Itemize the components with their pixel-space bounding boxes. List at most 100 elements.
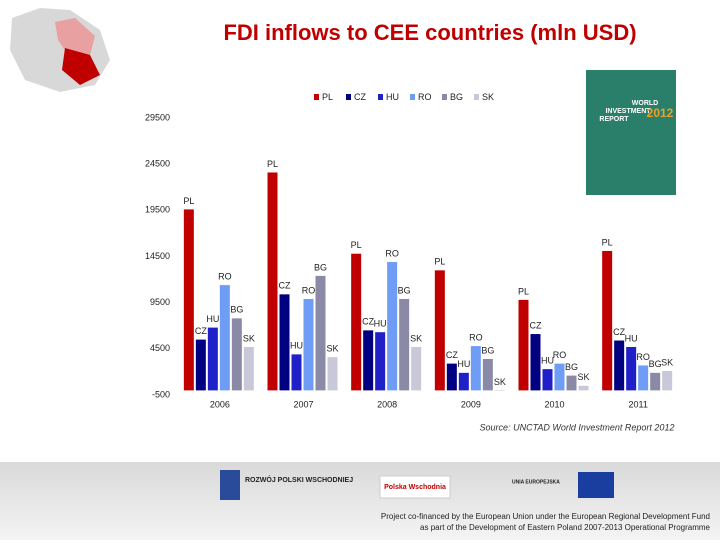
bar-label: SK bbox=[494, 377, 506, 387]
bar-label: HU bbox=[625, 333, 638, 343]
bar bbox=[494, 390, 505, 391]
bar bbox=[207, 327, 218, 391]
bar bbox=[279, 294, 290, 391]
legend-swatch bbox=[378, 94, 383, 100]
bar bbox=[662, 370, 673, 391]
bar bbox=[351, 253, 362, 391]
bar-label: CZ bbox=[446, 350, 458, 360]
bar bbox=[554, 363, 565, 391]
bar-label: HU bbox=[290, 341, 303, 351]
bar-label: RO bbox=[218, 271, 232, 281]
legend-label: PL bbox=[322, 92, 333, 102]
x-tick-label: 2009 bbox=[461, 399, 481, 409]
logo-text: Polska Wschodnia bbox=[384, 484, 446, 491]
bar-label: HU bbox=[374, 319, 387, 329]
footer-text: Project co-financed by the European Unio… bbox=[381, 512, 710, 521]
legend-label: CZ bbox=[354, 92, 366, 102]
y-tick-label: 29500 bbox=[145, 112, 170, 122]
bar bbox=[327, 357, 338, 391]
legend-swatch bbox=[442, 94, 447, 100]
logo-text: ROZWÓJ POLSKI WSCHODNIEJ bbox=[245, 475, 353, 484]
y-tick-label: 4500 bbox=[150, 343, 170, 353]
bar bbox=[446, 363, 457, 391]
bar bbox=[638, 365, 649, 391]
bar bbox=[231, 318, 242, 391]
x-tick-label: 2010 bbox=[544, 399, 564, 409]
y-tick-label: 19500 bbox=[145, 205, 170, 215]
cover-text: REPORT bbox=[599, 116, 629, 123]
x-tick-label: 2006 bbox=[210, 399, 230, 409]
bar-label: SK bbox=[661, 357, 673, 367]
bar-label: SK bbox=[577, 372, 589, 382]
bar bbox=[458, 372, 469, 391]
bar bbox=[219, 285, 230, 391]
logo-icon bbox=[220, 470, 240, 500]
bar-label: RO bbox=[385, 248, 399, 258]
map-base bbox=[10, 8, 110, 92]
bar-label: BG bbox=[230, 305, 243, 315]
bar-label: BG bbox=[314, 262, 327, 272]
bar bbox=[303, 298, 314, 391]
bar-label: BG bbox=[565, 362, 578, 372]
legend-swatch bbox=[314, 94, 319, 100]
x-tick-label: 2011 bbox=[628, 399, 647, 409]
bar-label: PL bbox=[602, 237, 613, 247]
bar bbox=[399, 298, 410, 391]
legend-label: RO bbox=[418, 92, 432, 102]
bar bbox=[542, 369, 553, 391]
bar-label: PL bbox=[518, 286, 529, 296]
bar-label: BG bbox=[481, 345, 494, 355]
bar-label: CZ bbox=[613, 327, 625, 337]
bar-label: RO bbox=[302, 285, 316, 295]
bar-label: HU bbox=[206, 314, 219, 324]
logo-box bbox=[379, 475, 451, 499]
bar bbox=[243, 346, 254, 391]
y-tick-label: 24500 bbox=[145, 159, 170, 169]
bar bbox=[363, 330, 374, 391]
bar bbox=[291, 354, 302, 391]
bar bbox=[614, 340, 625, 391]
bar-label: HU bbox=[457, 359, 470, 369]
legend-swatch bbox=[474, 94, 479, 100]
x-tick-label: 2007 bbox=[293, 399, 313, 409]
map-region bbox=[62, 48, 100, 85]
footer-text: as part of the Development of Eastern Po… bbox=[420, 523, 711, 532]
legend-label: BG bbox=[450, 92, 463, 102]
y-tick-label: 14500 bbox=[145, 251, 170, 261]
bar bbox=[482, 358, 493, 391]
bar bbox=[518, 299, 529, 391]
bar bbox=[530, 334, 541, 391]
bar-label: BG bbox=[649, 359, 662, 369]
eu-flag bbox=[578, 472, 614, 498]
y-tick-label: -500 bbox=[152, 389, 170, 399]
legend-swatch bbox=[410, 94, 415, 100]
bar bbox=[602, 250, 613, 391]
bar bbox=[183, 209, 194, 391]
bar-label: RO bbox=[636, 352, 650, 362]
x-tick-label: 2008 bbox=[377, 399, 397, 409]
bar-label: BG bbox=[398, 285, 411, 295]
bar-label: CZ bbox=[195, 326, 207, 336]
bar-label: CZ bbox=[279, 281, 291, 291]
bar bbox=[315, 275, 326, 391]
report-cover bbox=[586, 70, 676, 195]
bar bbox=[387, 262, 398, 391]
logo-text: UNIA EUROPEJSKA bbox=[512, 479, 560, 485]
bar bbox=[626, 346, 637, 391]
legend-swatch bbox=[346, 94, 351, 100]
cover-text: INVESTMENT bbox=[605, 108, 651, 115]
bar-label: CZ bbox=[530, 320, 542, 330]
bar-label: PL bbox=[351, 240, 362, 250]
bar-label: SK bbox=[326, 344, 338, 354]
bar bbox=[375, 332, 386, 391]
cover-year: 2012 bbox=[647, 106, 674, 120]
source: Source: UNCTAD World Investment Report 2… bbox=[480, 422, 675, 432]
bar bbox=[195, 339, 206, 391]
legend-label: HU bbox=[386, 92, 399, 102]
bar-label: HU bbox=[541, 356, 554, 366]
bar bbox=[470, 346, 481, 391]
bar-label: RO bbox=[553, 350, 567, 360]
cover-text: WORLD bbox=[632, 100, 658, 107]
bar bbox=[566, 375, 577, 391]
